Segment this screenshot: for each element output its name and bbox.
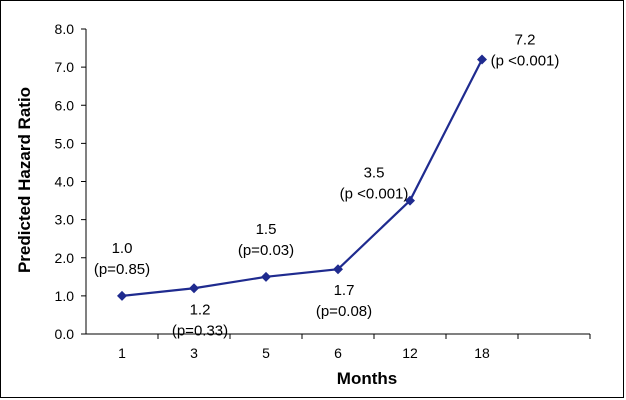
x-tick-label: 5 xyxy=(262,345,270,361)
data-label-value: 1.5 xyxy=(256,221,277,238)
y-tick-label: 7.0 xyxy=(55,59,75,75)
y-tick-label: 1.0 xyxy=(55,288,75,304)
data-point-marker xyxy=(261,271,271,282)
axes xyxy=(81,28,591,339)
y-axis-title: Predicted Hazard Ratio xyxy=(15,87,34,273)
y-tick-label: 6.0 xyxy=(55,97,75,113)
data-label-value: 1.0 xyxy=(112,240,133,257)
data-label-pvalue: (p=0.08) xyxy=(316,303,372,320)
data-label-value: 1.7 xyxy=(334,282,355,299)
data-label-value: 7.2 xyxy=(515,32,536,49)
x-tick-labels: 1 3 5 6 12 18 xyxy=(118,345,490,361)
data-label-pvalue: (p <0.001) xyxy=(340,186,409,203)
data-point-marker xyxy=(333,264,343,275)
y-tick-label: 0.0 xyxy=(55,326,75,342)
y-tick-label: 2.0 xyxy=(55,250,75,266)
y-tick-label: 4.0 xyxy=(55,174,75,190)
x-tick-label: 18 xyxy=(474,345,490,361)
series-line xyxy=(121,58,483,297)
data-point-marker xyxy=(189,283,199,294)
data-point-marker xyxy=(405,195,415,206)
data-label-pvalue: (p=0.85) xyxy=(94,261,150,278)
x-tick-label: 1 xyxy=(118,345,126,361)
data-point-marker xyxy=(477,54,487,65)
data-label-value: 3.5 xyxy=(364,165,385,182)
data-labels: 1.0 (p=0.85) 1.2 (p=0.33) 1.5 (p=0.03) 1.7 (p=0… xyxy=(94,32,560,340)
x-axis-title: Months xyxy=(337,369,397,388)
data-label-pvalue: (p=0.03) xyxy=(238,242,294,259)
y-tick-labels: 0.0 1.0 2.0 3.0 4.0 5.0 6.0 7.0 8.0 xyxy=(55,21,75,342)
data-label-pvalue: (p=0.33) xyxy=(172,322,228,339)
x-tick-label: 6 xyxy=(334,345,342,361)
data-point-marker xyxy=(117,290,127,301)
y-tick-label: 8.0 xyxy=(55,21,75,37)
series-markers xyxy=(117,54,487,301)
y-tick-label: 3.0 xyxy=(55,212,75,228)
x-tick-label: 3 xyxy=(190,345,198,361)
data-label-pvalue: (p <0.001) xyxy=(491,53,560,70)
x-tick-label: 12 xyxy=(402,345,418,361)
data-label-value: 1.2 xyxy=(190,301,211,318)
y-tick-label: 5.0 xyxy=(55,135,75,151)
